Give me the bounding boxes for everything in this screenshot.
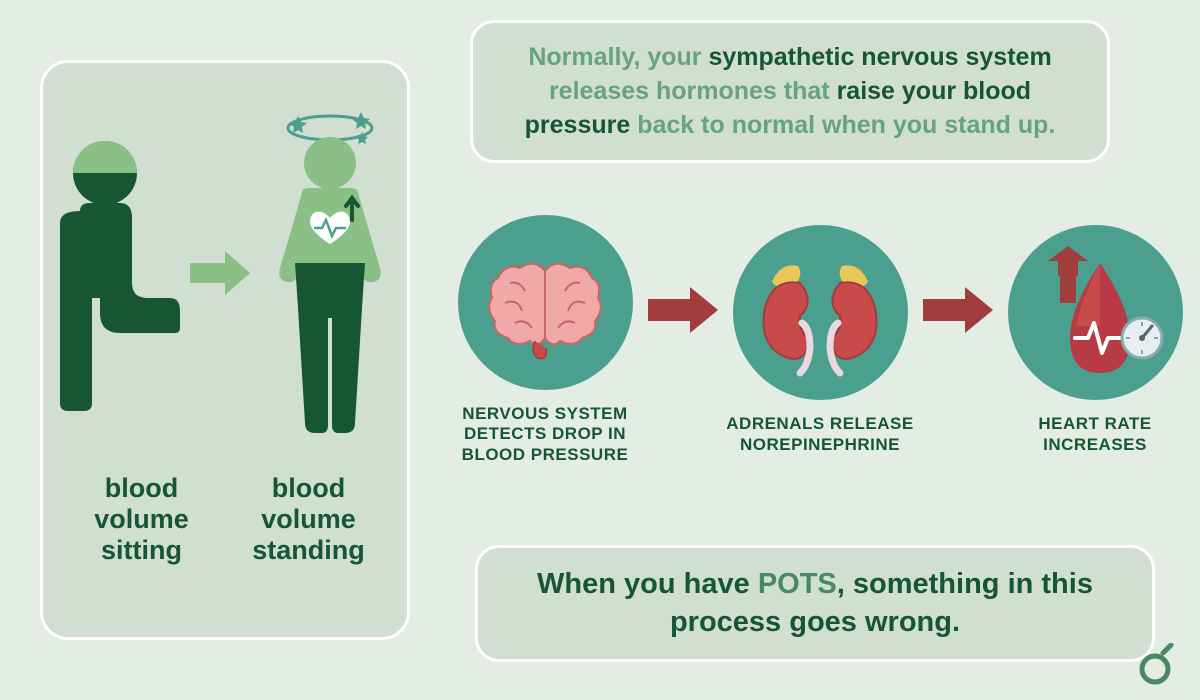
process-step-heartrate: HEART RATE INCREASES xyxy=(1000,225,1190,455)
top-explanation-box: Normally, your sympathetic nervous syste… xyxy=(470,20,1110,163)
kidneys-icon xyxy=(750,248,890,378)
brand-logo-icon xyxy=(1139,643,1175,685)
bottom-t1: When you have xyxy=(537,568,758,600)
heartrate-label: HEART RATE INCREASES xyxy=(1000,414,1190,455)
top-t1: Normally, xyxy=(528,43,640,71)
brain-icon xyxy=(480,243,610,363)
process-step-adrenals: ADRENALS RELEASE NOREPINEPHRINE xyxy=(725,225,915,455)
heartrate-circle xyxy=(1008,225,1183,400)
top-t3: sympathetic nervous system xyxy=(708,43,1051,71)
top-t6: back to normal when you stand up. xyxy=(630,111,1055,139)
top-t2: your xyxy=(640,43,708,71)
left-figures-panel: blood volume sitting blood volume standi… xyxy=(40,60,410,640)
bottom-explanation-box: When you have POTS, something in this pr… xyxy=(475,545,1155,662)
adrenals-label: ADRENALS RELEASE NOREPINEPHRINE xyxy=(725,414,915,455)
brain-label: NERVOUS SYSTEM DETECTS DROP IN BLOOD PRE… xyxy=(450,404,640,465)
figures-row xyxy=(50,103,400,443)
process-row: NERVOUS SYSTEM DETECTS DROP IN BLOOD PRE… xyxy=(450,215,1190,465)
figure-labels-row: blood volume sitting blood volume standi… xyxy=(58,473,392,566)
sitting-figure-icon xyxy=(50,133,180,413)
bottom-t2: POTS xyxy=(758,568,837,600)
process-arrow-1-icon xyxy=(648,285,718,335)
top-t4: releases hormones that xyxy=(549,77,837,105)
adrenals-circle xyxy=(733,225,908,400)
blood-drop-icon xyxy=(1020,238,1170,388)
standing-figure-icon xyxy=(260,108,400,438)
transition-arrow-icon xyxy=(190,248,250,298)
process-arrow-2-icon xyxy=(923,285,993,335)
standing-label: blood volume standing xyxy=(233,473,383,566)
sitting-label: blood volume sitting xyxy=(66,473,216,566)
brain-circle xyxy=(458,215,633,390)
process-step-brain: NERVOUS SYSTEM DETECTS DROP IN BLOOD PRE… xyxy=(450,215,640,465)
